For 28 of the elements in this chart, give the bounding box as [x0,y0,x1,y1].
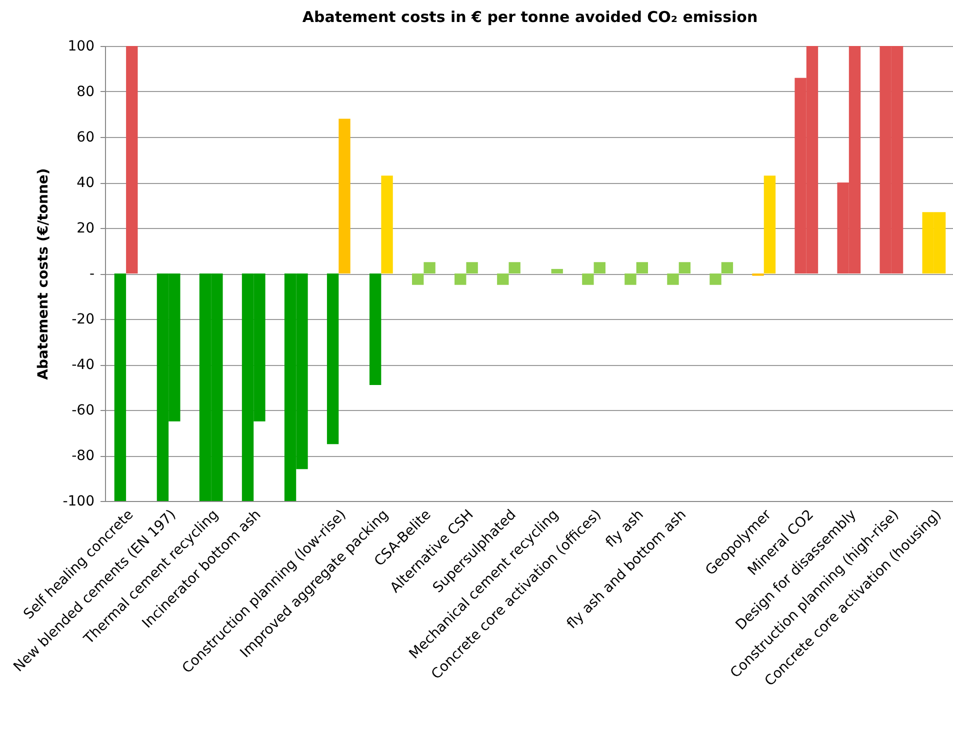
chart-title: Abatement costs in € per tonne avoided CO₂ emission [302,8,758,26]
bar [508,262,520,274]
y-tick-label: -100 [62,494,94,510]
y-tick-label: -20 [72,312,94,328]
y-tick-label: 100 [68,38,94,54]
y-tick-label: -40 [72,357,94,373]
y-tick-label: -80 [72,448,94,464]
bar [678,262,691,274]
bar [721,262,734,274]
bar [551,268,563,274]
bar [126,46,138,274]
bar [594,262,606,274]
bar [114,274,126,501]
y-tick-label: - [89,266,94,282]
y-tick-label: -60 [72,402,94,418]
bar [466,262,478,274]
bar [636,262,648,274]
bar [326,274,339,444]
y-tick-label: 20 [76,220,94,236]
bar [764,176,776,274]
y-tick-label: 80 [76,84,94,100]
y-tick-label: 60 [76,130,94,146]
bar [424,262,436,274]
y-axis-title: Abatement costs (€/tonne) [36,168,52,380]
bar [338,118,350,274]
y-tick-label: 40 [76,175,94,191]
bar [381,176,393,274]
bar [369,274,382,385]
